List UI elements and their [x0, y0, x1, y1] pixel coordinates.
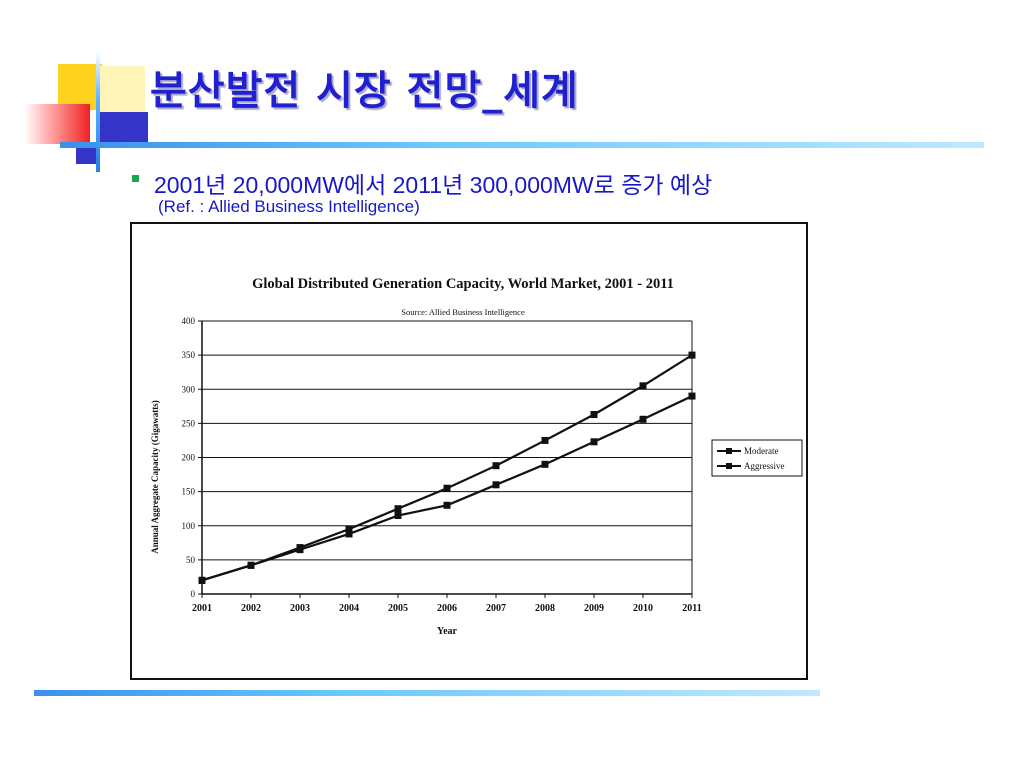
- chart-title: Global Distributed Generation Capacity, …: [252, 276, 674, 292]
- data-point-aggressive: [639, 415, 647, 423]
- data-point-aggressive: [443, 501, 451, 509]
- y-tick-label: 350: [182, 350, 196, 360]
- legend-label-moderate: Moderate: [744, 446, 778, 456]
- legend-entry-moderate: Moderate: [717, 446, 778, 456]
- x-tick-label: 2011: [682, 603, 701, 614]
- legend-entry-aggressive: Aggressive: [717, 461, 785, 471]
- y-tick-label: 150: [182, 487, 196, 497]
- y-tick-label: 200: [182, 453, 196, 463]
- reference-text: (Ref. : Allied Business Intelligence): [158, 197, 420, 216]
- decor-yellow-block: [58, 64, 102, 110]
- chart-frame: Global Distributed Generation Capacity, …: [130, 222, 808, 680]
- data-point-moderate: [590, 411, 598, 419]
- data-point-moderate: [345, 525, 353, 533]
- decor-small-blue-block: [76, 146, 98, 164]
- y-tick-label: 300: [182, 384, 196, 394]
- x-axis-label: Year: [437, 626, 458, 637]
- decor-blue-block: [100, 112, 148, 146]
- decor-pale-block: [97, 66, 145, 112]
- legend-box: [711, 439, 803, 477]
- x-tick-label: 2001: [192, 603, 212, 614]
- x-tick-label: 2007: [486, 603, 506, 614]
- x-tick-label: 2010: [633, 603, 653, 614]
- data-point-aggressive: [247, 561, 255, 569]
- data-point-moderate: [688, 351, 696, 359]
- data-point-aggressive: [394, 512, 402, 520]
- y-axis-label: Annual Aggregate Capacity (Gigawatts): [150, 400, 160, 554]
- y-tick-label: 50: [186, 555, 196, 565]
- data-point-aggressive: [590, 438, 598, 446]
- y-tick-label: 400: [182, 316, 196, 326]
- y-tick-label: 250: [182, 418, 196, 428]
- bullet-text: 2001년 20,000MW에서 2011년 300,000MW로 증가 예상: [154, 172, 713, 198]
- x-tick-label: 2009: [584, 603, 604, 614]
- page-title: 분산발전 시장 전망_세계: [150, 68, 579, 114]
- x-tick-label: 2005: [388, 603, 408, 614]
- data-point-aggressive: [345, 530, 353, 538]
- x-tick-label: 2003: [290, 603, 310, 614]
- x-tick-label: 2006: [437, 603, 457, 614]
- bottom-rule: [34, 690, 820, 696]
- data-point-aggressive: [198, 576, 206, 584]
- chart-subtitle: Source: Allied Business Intelligence: [401, 307, 525, 317]
- x-tick-label: 2008: [535, 603, 555, 614]
- bullet-square-icon: [132, 175, 139, 182]
- data-point-aggressive: [492, 481, 500, 489]
- plot-area: 0 50 100 150 200 250 300 350 400 2001 2002 2003 2004…: [182, 316, 702, 614]
- x-tick-label: 2002: [241, 603, 261, 614]
- y-tick-label: 100: [182, 521, 196, 531]
- data-point-moderate: [443, 484, 451, 492]
- legend-label-aggressive: Aggressive: [744, 461, 785, 471]
- legend: Moderate Aggressive: [711, 439, 803, 477]
- y-tick-label: 0: [191, 589, 196, 599]
- data-point-moderate: [639, 382, 647, 390]
- decor-vertical-line: [96, 52, 100, 172]
- title-underline: [60, 142, 984, 148]
- x-tick-label: 2004: [339, 603, 359, 614]
- decor-red-gradient: [24, 104, 90, 144]
- data-point-moderate: [492, 462, 500, 470]
- data-point-moderate: [541, 436, 549, 444]
- data-point-moderate: [394, 505, 402, 513]
- data-point-aggressive: [541, 460, 549, 468]
- data-point-aggressive: [688, 392, 696, 400]
- data-point-aggressive: [296, 546, 304, 554]
- line-chart: Global Distributed Generation Capacity, …: [150, 276, 803, 637]
